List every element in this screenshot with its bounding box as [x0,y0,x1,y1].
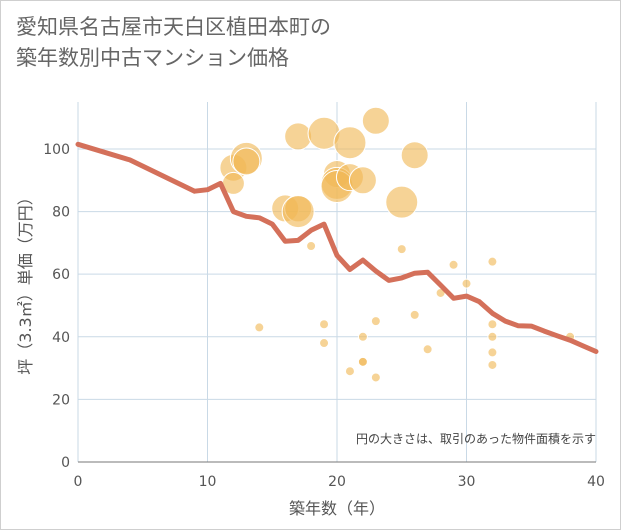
y-tick-label: 0 [61,455,70,471]
data-point [333,126,367,160]
data-point [370,372,381,383]
size-note: 円の大きさは、取引のあった物件面積を示す [356,431,596,446]
y-tick-label: 80 [52,205,70,221]
data-point [281,195,315,229]
x-tick-label: 10 [199,474,217,490]
y-tick-label: 20 [52,392,70,408]
y-tick-label: 100 [43,142,70,158]
grid-lines [77,102,597,463]
y-axis-label: 坪（3.3㎡）単価（万円） [16,189,35,374]
data-point [357,356,368,367]
data-point [357,331,368,342]
data-point [487,347,498,358]
data-point [348,166,377,195]
data-point [361,106,390,135]
data-point [319,338,330,349]
data-point [232,147,261,176]
data-point [284,122,313,151]
data-point [306,241,317,251]
x-tick-label: 40 [587,474,605,490]
data-point [487,319,498,330]
y-tick-label: 40 [52,330,70,346]
data-point [487,256,498,267]
x-tick-labels: 0 10 20 30 40 [74,474,605,490]
data-point [344,366,355,377]
data-point [396,244,407,255]
x-axis-label: 築年数（年） [289,499,385,518]
data-point [400,141,429,170]
data-point [385,185,419,219]
x-tick-label: 20 [328,474,346,490]
trend-line [75,141,599,354]
x-tick-label: 0 [74,474,83,490]
x-tick-label: 30 [458,474,476,490]
chart-title: 愛知県名古屋市天白区植田本町の 築年数別中古マンション価格 [16,15,331,70]
data-point [448,259,459,270]
data-point [370,316,381,327]
y-tick-label: 60 [52,267,70,283]
data-point [461,278,472,289]
data-point [319,319,330,330]
y-tick-labels: 0 20 40 60 80 100 [43,142,70,471]
data-point [487,331,498,342]
data-point [254,322,265,333]
data-point [422,344,433,355]
data-point [487,359,498,370]
data-point [409,309,420,320]
